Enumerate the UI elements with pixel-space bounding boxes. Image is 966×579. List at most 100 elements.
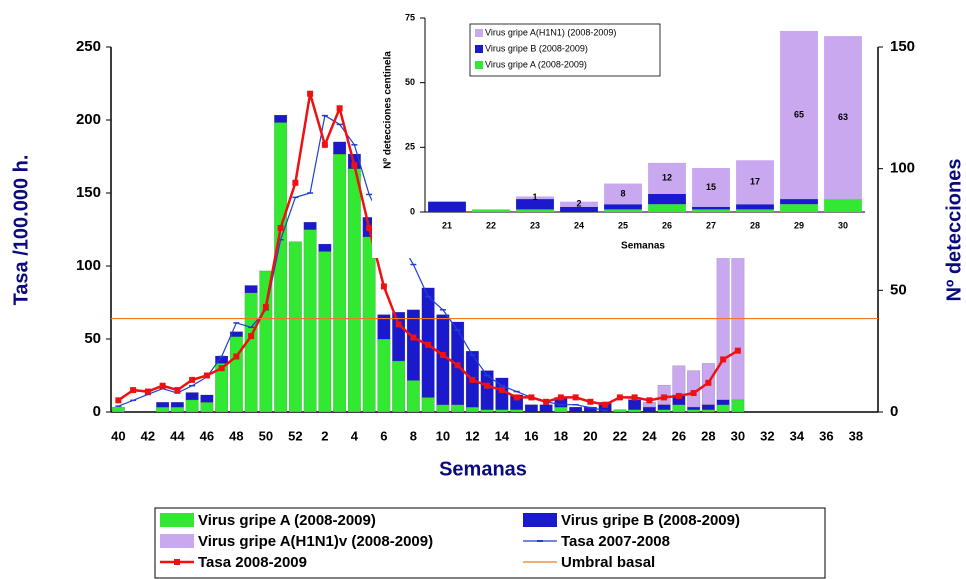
bar: [716, 241, 730, 401]
y-tick-label: 150: [76, 184, 101, 201]
line-marker: [351, 162, 358, 169]
x-tick-label: 23: [530, 220, 540, 230]
bar: [392, 311, 406, 362]
bar: [657, 409, 671, 413]
bar: [229, 331, 243, 337]
x-tick-label: 30: [838, 220, 848, 230]
line-marker: [395, 321, 402, 328]
bar: [736, 160, 774, 205]
x-tick-label: 6: [380, 428, 387, 443]
line-marker: [528, 394, 535, 401]
bar: [516, 209, 554, 212]
legend-label: Virus gripe A(H1N1)v (2008-2009): [198, 533, 433, 550]
bar: [692, 168, 730, 207]
bar: [377, 314, 391, 340]
legend-swatch: [523, 513, 557, 527]
bar: [692, 206, 730, 210]
bar: [510, 409, 524, 413]
legend-label: Virus gripe A(H1N1) (2008-2009): [485, 27, 616, 37]
x-tick-label: 28: [750, 220, 760, 230]
bar: [628, 399, 642, 410]
line-marker: [174, 387, 181, 394]
line-marker: [469, 376, 476, 383]
y2-axis-title: Nº detecciones: [943, 159, 965, 302]
x-tick-label: 8: [410, 428, 417, 443]
bar: [362, 236, 376, 413]
bar: [111, 406, 125, 413]
y-tick-label: 75: [405, 12, 415, 22]
line-marker: [307, 90, 314, 97]
x-tick-label: 40: [111, 428, 125, 443]
line-marker: [277, 225, 284, 232]
line-marker: [159, 382, 166, 389]
x-tick-label: 42: [141, 428, 155, 443]
bar: [716, 404, 730, 413]
x-axis-title: Semanas: [439, 458, 527, 480]
bar: [648, 162, 686, 194]
x-tick-label: 50: [259, 428, 273, 443]
x-tick-label: 26: [672, 428, 686, 443]
x-tick-label: 16: [524, 428, 538, 443]
bar: [156, 406, 170, 413]
line-marker: [410, 334, 417, 341]
x-tick-label: 21: [442, 220, 452, 230]
bar: [428, 201, 466, 212]
line-marker: [572, 394, 579, 401]
line-marker: [336, 105, 343, 112]
x-tick-label: 48: [229, 428, 243, 443]
line-marker: [366, 225, 373, 232]
bar: [377, 338, 391, 413]
bar: [687, 406, 701, 410]
bar: [185, 392, 199, 401]
bar: [516, 199, 554, 210]
bar: [288, 241, 302, 413]
bar: [465, 406, 479, 413]
bar: [648, 193, 686, 205]
bar: [333, 153, 347, 413]
bar: [333, 141, 347, 155]
line-marker: [144, 388, 151, 395]
data-label: 17: [750, 177, 760, 187]
line-marker: [616, 394, 623, 401]
bar: [170, 402, 184, 408]
bar: [215, 363, 229, 413]
bar: [170, 406, 184, 413]
bar: [672, 365, 686, 396]
x-tick-label: 44: [170, 428, 185, 443]
x-tick-label: 24: [574, 220, 584, 230]
bar: [303, 229, 317, 413]
line-marker: [321, 141, 328, 148]
legend-swatch: [475, 61, 483, 69]
line-marker: [734, 347, 741, 354]
legend-label: Virus gripe A (2008-2009): [198, 512, 376, 529]
x-tick-label: 38: [849, 428, 863, 443]
line-marker: [454, 362, 461, 369]
bar: [480, 409, 494, 413]
bar: [736, 204, 774, 210]
bar: [274, 122, 288, 413]
bar: [185, 399, 199, 413]
y-tick-label: 50: [405, 77, 415, 87]
line-marker: [602, 401, 609, 408]
line-marker: [425, 341, 432, 348]
x-tick-label: 20: [583, 428, 597, 443]
bar: [421, 397, 435, 413]
bar: [824, 36, 862, 200]
line-marker: [439, 352, 446, 359]
bar: [156, 402, 170, 408]
bar: [736, 209, 774, 212]
x-tick-label: 2: [321, 428, 328, 443]
bar: [516, 196, 554, 200]
legend-swatch: [160, 513, 194, 527]
legend-label: Virus gripe B (2008-2009): [561, 512, 740, 529]
bar: [731, 246, 745, 401]
x-tick-label: 14: [495, 428, 510, 443]
bar: [436, 314, 450, 405]
legend-swatch: [475, 29, 483, 37]
x-tick-label: 36: [819, 428, 833, 443]
x-tick-label: 28: [701, 428, 715, 443]
bar: [613, 409, 627, 413]
y2-tick-label: 150: [890, 38, 915, 55]
